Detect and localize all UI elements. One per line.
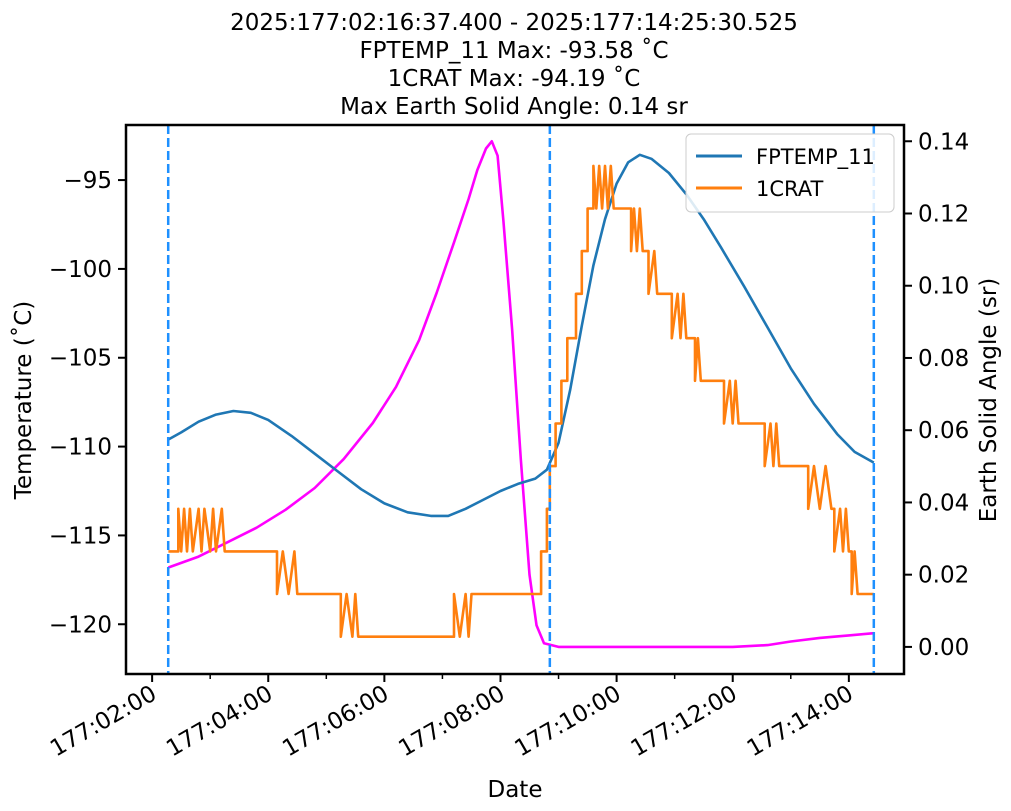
y-left-tick-label: −115 bbox=[49, 523, 112, 549]
x-tick-label: 177:08:00 bbox=[394, 681, 509, 762]
title-line-1: 2025:177:02:16:37.400 - 2025:177:14:25:3… bbox=[230, 10, 798, 36]
title-line-4: Max Earth Solid Angle: 0.14 sr bbox=[340, 94, 688, 120]
plot-frame bbox=[124, 123, 906, 676]
series-fptemp-11-line bbox=[167, 153, 875, 518]
legend: FPTEMP_11 1CRAT bbox=[685, 133, 895, 213]
legend-label-fptemp: FPTEMP_11 bbox=[756, 145, 875, 170]
legend-box bbox=[685, 133, 895, 213]
x-tick-label: 177:06:00 bbox=[278, 681, 393, 762]
x-tick-label: 177:04:00 bbox=[162, 681, 277, 762]
y-left-tick-label: −110 bbox=[49, 435, 112, 461]
y-right-tick-label: 0.14 bbox=[918, 129, 969, 155]
y-axis-left-label: Temperature (˚C) bbox=[10, 301, 37, 501]
plot-series bbox=[167, 140, 875, 649]
y-right-tick-label: 0.00 bbox=[918, 635, 969, 661]
chart-title: 2025:177:02:16:37.400 - 2025:177:14:25:3… bbox=[230, 10, 798, 120]
y-right-tick-label: 0.12 bbox=[918, 201, 969, 227]
y-left-tick-label: −105 bbox=[49, 346, 112, 372]
y-axis-left: −95 −100 −105 −110 −115 −120 bbox=[49, 168, 126, 638]
y-right-tick-label: 0.08 bbox=[918, 346, 969, 372]
x-axis: 177:02:00 177:04:00 177:06:00 177:08:00 177:… bbox=[46, 674, 858, 762]
x-tick-label: 177:02:00 bbox=[46, 681, 161, 762]
y-left-tick-label: −100 bbox=[49, 257, 112, 283]
y-axis-right: 0.00 0.02 0.04 0.06 0.08 0.10 0.12 0.14 bbox=[904, 129, 969, 661]
series-earth-solid-angle-line bbox=[167, 140, 874, 649]
legend-label-1crat: 1CRAT bbox=[756, 177, 823, 201]
y-left-tick-label: −95 bbox=[63, 168, 112, 194]
y-right-tick-label: 0.06 bbox=[918, 418, 969, 444]
y-left-tick-label: −120 bbox=[49, 612, 112, 638]
x-tick-label: 177:10:00 bbox=[510, 681, 625, 762]
x-tick-label: 177:14:00 bbox=[743, 681, 858, 762]
y-axis-right-label: Earth Solid Angle (sr) bbox=[976, 278, 1002, 523]
vertical-markers bbox=[166, 125, 876, 674]
y-right-tick-label: 0.02 bbox=[918, 563, 969, 589]
x-tick-label: 177:12:00 bbox=[627, 681, 742, 762]
y-right-tick-label: 0.04 bbox=[918, 490, 969, 516]
title-line-3: 1CRAT Max: -94.19 ˚C bbox=[388, 65, 641, 92]
y-right-tick-label: 0.10 bbox=[918, 274, 969, 300]
series-1crat-line bbox=[168, 164, 874, 638]
x-axis-label: Date bbox=[488, 777, 543, 803]
title-line-2: FPTEMP_11 Max: -93.58 ˚C bbox=[359, 37, 668, 64]
